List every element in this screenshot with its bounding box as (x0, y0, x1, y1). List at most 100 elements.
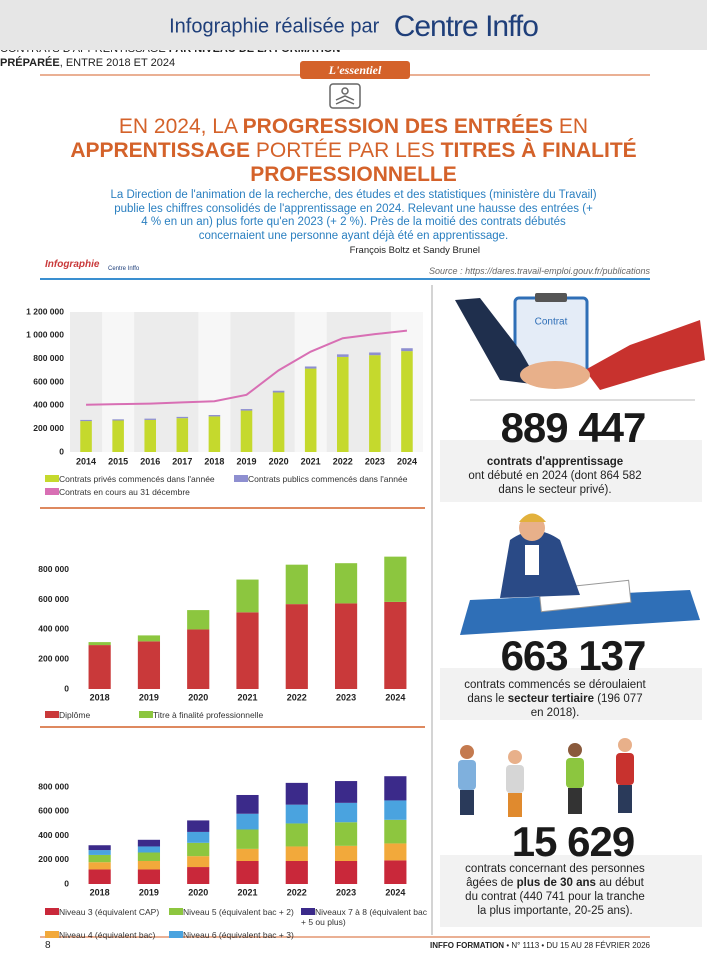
footer-issue: • N° 1113 • DU 15 AU 28 FÉVRIER 2026 (506, 941, 650, 950)
bar (272, 392, 285, 452)
bar (384, 800, 407, 820)
people-illustration (458, 738, 634, 817)
x-tick-label: 2020 (188, 692, 208, 702)
y-tick-label: 400 000 (38, 830, 69, 840)
bar (88, 645, 111, 689)
bar (137, 839, 161, 847)
legend-item: Titre à finalité professionnelle (139, 710, 339, 720)
legend-swatch (139, 711, 153, 718)
headline-part: EN 2024, LA (118, 115, 243, 138)
y-tick-label: 600 000 (33, 376, 64, 386)
bar (240, 409, 253, 411)
stat-before: contrats commencés se déroulaient dans l… (464, 679, 646, 705)
x-tick-label: 2016 (140, 456, 160, 466)
x-tick-label: 2022 (287, 692, 307, 702)
legend-item: Niveau 3 (équivalent CAP) (45, 907, 165, 927)
y-tick-label: 400 000 (38, 624, 69, 634)
bar (304, 366, 317, 369)
y-tick-label: 800 000 (38, 781, 69, 791)
y-tick-label: 0 (59, 446, 64, 456)
bar (236, 860, 259, 884)
bar (334, 603, 358, 689)
x-tick-label: 2014 (76, 456, 96, 466)
legend-label: Niveau 4 (équivalent bac) (59, 930, 156, 940)
legend-item: Contrats publics commencés dans l'année (234, 474, 434, 484)
logo-label: Infographie (45, 259, 100, 270)
bar (401, 351, 413, 452)
bar (285, 604, 308, 689)
y-tick-label: 200 000 (38, 653, 69, 663)
bar (137, 869, 161, 884)
x-tick-label: 2018 (204, 456, 224, 466)
bar (88, 862, 111, 870)
bar (187, 629, 210, 689)
y-tick-label: 1 000 000 (26, 330, 64, 340)
bar (176, 418, 189, 452)
bar (187, 867, 210, 884)
bar (285, 804, 308, 824)
x-tick-label: 2020 (188, 887, 208, 897)
bar (137, 860, 161, 870)
bar (285, 846, 308, 861)
stat-text: contrats commencés se déroulaient dans l… (460, 678, 650, 720)
header: Infographie réalisée par Centre Inffo (0, 10, 707, 44)
headline-part: PROGRESSION DES ENTRÉES (242, 115, 554, 138)
legend: Contrats privés commencés dans l'année Co… (45, 474, 434, 497)
legend-swatch (169, 931, 183, 938)
bar (334, 802, 358, 823)
bar (187, 610, 210, 630)
bar (334, 860, 358, 884)
x-tick-label: 2023 (336, 887, 356, 897)
header-bar (0, 0, 707, 50)
stat-bold: secteur tertiaire (507, 693, 594, 705)
y-tick-label: 800 000 (38, 564, 69, 574)
headline-part: TITRES À FINALITÉ PROFESSIONNELLE (250, 139, 637, 186)
book-icon (329, 83, 361, 109)
bar (384, 601, 407, 689)
bar (137, 635, 161, 642)
x-tick-label: 2018 (90, 692, 110, 702)
bar (304, 368, 317, 452)
stat-panel (440, 668, 702, 720)
bar (187, 831, 210, 843)
bar (187, 856, 210, 868)
bar (236, 829, 259, 849)
x-tick-label: 2024 (385, 692, 405, 702)
legend-swatch (45, 475, 59, 482)
bar (176, 416, 189, 419)
x-tick-label: 2023 (336, 692, 356, 702)
bar (236, 794, 259, 814)
stat-value: 889 447 (500, 404, 647, 451)
brand: Centre Inffo (393, 10, 539, 43)
bar (384, 819, 407, 844)
x-tick-label: 2022 (333, 456, 353, 466)
stat-text: contrats concernant des personnes âgées … (460, 862, 650, 918)
legend-swatch (301, 908, 315, 915)
stat-after: (196 077 en 2018). (530, 693, 643, 719)
bar (384, 843, 407, 861)
legend-label: Niveaux 7 à 8 (équivalent bac + 5 ou plu… (301, 907, 427, 927)
y-tick-label: 0 (64, 683, 69, 693)
footer-brand: INFFO FORMATION (430, 941, 505, 950)
legend-item: Niveaux 7 à 8 (équivalent bac + 5 ou plu… (301, 907, 431, 927)
bar (334, 845, 358, 861)
bar (137, 852, 161, 861)
bar (187, 820, 210, 832)
bar (137, 641, 161, 689)
page-number: 8 (45, 940, 51, 951)
headline-part: APPRENTISSAGE (70, 139, 251, 162)
legend-item: Contrats privés commencés dans l'année (45, 474, 230, 484)
banner: Infographie réalisée par (169, 15, 380, 38)
headline: EN 2024, LA PROGRESSION DES ENTRÉES EN A… (70, 115, 637, 187)
legend-item: Niveau 5 (équivalent bac + 2) (169, 907, 297, 927)
chart: 0 200 000 400 000 600 000 800 000 1 000 000 1 … (26, 306, 423, 466)
bar (187, 842, 210, 857)
byline: François Boltz et Sandy Brunel (349, 245, 480, 256)
x-tick-label: 2020 (269, 456, 289, 466)
legend-swatch (45, 908, 59, 915)
bar (285, 564, 308, 605)
legend-label: Niveau 6 (équivalent bac + 3) (183, 930, 294, 940)
bar (236, 579, 259, 613)
legend-swatch (45, 931, 59, 938)
